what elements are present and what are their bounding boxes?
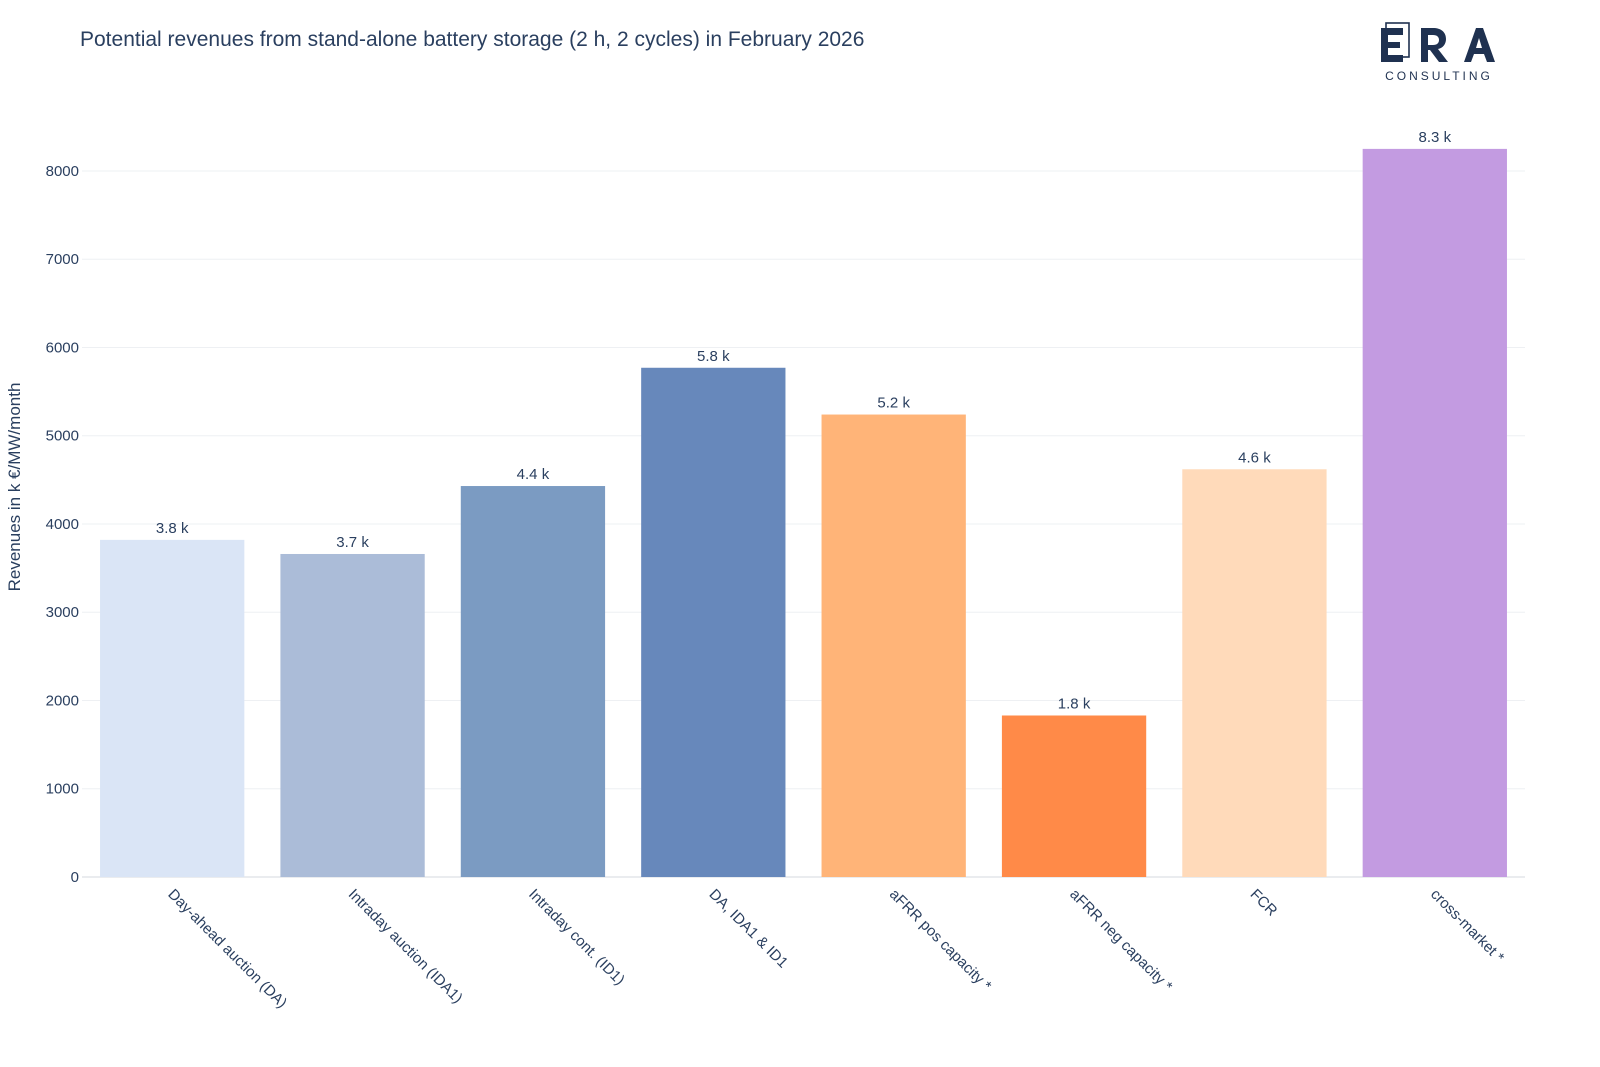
bar-7	[1182, 469, 1327, 877]
y-tick-label: 8000	[46, 163, 79, 180]
bar-value-label: 4.6 k	[1238, 449, 1271, 466]
logo-subtitle: CONSULTING	[1385, 69, 1493, 83]
bar-8	[1362, 148, 1507, 878]
x-tick-label: Intraday cont. (ID1)	[525, 886, 628, 989]
bar-value-label: 1.8 k	[1058, 695, 1091, 712]
y-tick-label: 1000	[46, 781, 79, 798]
bar-value-labels: 3.8 k 3.7 k 4.4 k 5.8 k 5.2 k 1.8 k 4.6 k 8.3 k	[156, 129, 1452, 713]
bar-2	[280, 553, 425, 877]
x-tick-label: aFRR pos capacity *	[886, 886, 995, 995]
bar-5	[821, 414, 966, 877]
y-axis-ticks: 0 1000 2000 3000 4000 5000 6000 7000 8000	[46, 163, 79, 886]
bar-1	[100, 539, 245, 877]
bar-value-label: 3.8 k	[156, 520, 189, 537]
bar-value-label: 8.3 k	[1419, 129, 1452, 146]
x-tick-label: aFRR neg capacity *	[1066, 886, 1175, 995]
y-tick-label: 2000	[46, 692, 79, 709]
era-consulting-logo: CONSULTING	[1381, 22, 1495, 83]
x-tick-label: FCR	[1247, 886, 1281, 920]
bar-value-label: 3.7 k	[336, 534, 369, 551]
bar-6	[1001, 715, 1147, 877]
y-tick-label: 0	[71, 869, 79, 886]
y-axis-title: Revenues in k €/MW/month	[5, 383, 24, 592]
x-tick-label: cross-market *	[1427, 886, 1507, 966]
bar-value-label: 5.8 k	[697, 348, 730, 365]
bar-value-label: 5.2 k	[877, 395, 910, 412]
x-axis-ticks: Day-ahead auction (DA) Intraday auction (…	[164, 886, 1507, 1012]
bar-value-label: 4.4 k	[517, 466, 550, 483]
x-tick-label: DA, IDA1 & ID1	[705, 886, 791, 972]
y-tick-label: 4000	[46, 516, 79, 533]
y-tick-label: 3000	[46, 604, 79, 621]
chart-title: Potential revenues from stand-alone batt…	[80, 28, 865, 51]
y-tick-label: 7000	[46, 251, 79, 268]
bar-3	[460, 486, 606, 877]
x-tick-label: Day-ahead auction (DA)	[164, 886, 290, 1012]
bar-4	[641, 367, 786, 877]
x-tick-label: Intraday auction (IDA1)	[345, 886, 466, 1007]
y-tick-label: 6000	[46, 339, 79, 356]
bars	[100, 148, 1507, 878]
y-tick-label: 5000	[46, 428, 79, 445]
